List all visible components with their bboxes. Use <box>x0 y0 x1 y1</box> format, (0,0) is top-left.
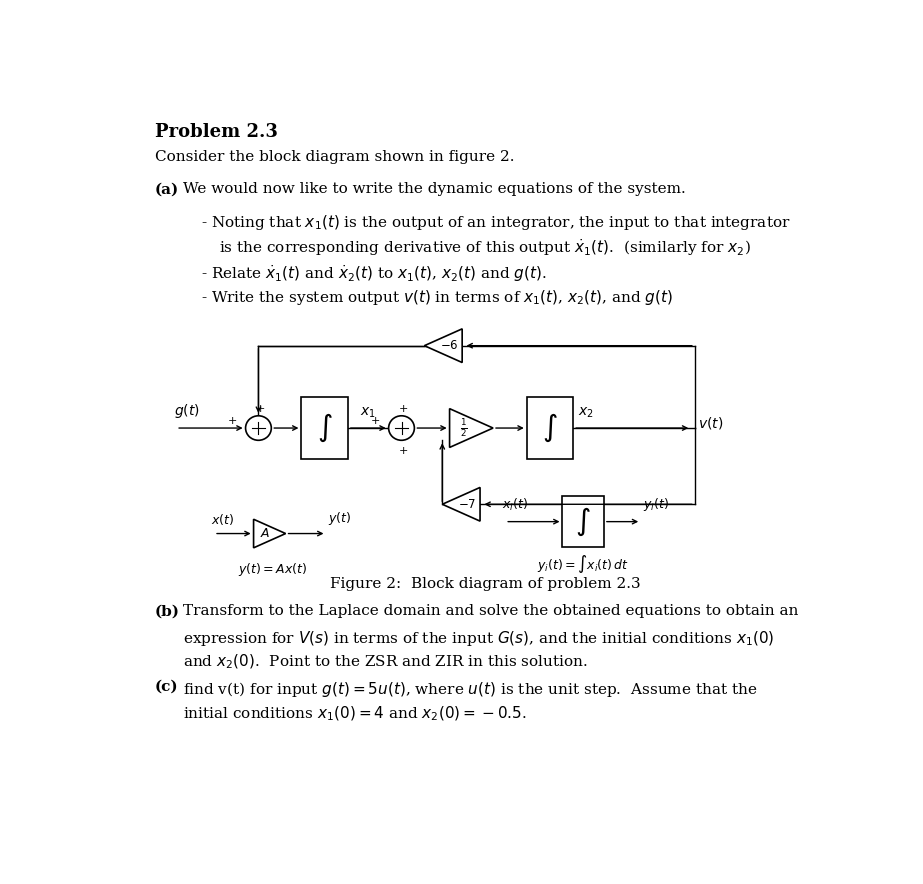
Text: +: + <box>399 404 408 414</box>
Text: $A$: $A$ <box>260 527 270 540</box>
Text: find v(t) for input $g(t) = 5u(t)$, where $u(t)$ is the unit step.  Assume that : find v(t) for input $g(t) = 5u(t)$, wher… <box>184 680 758 699</box>
Text: $v(t)$: $v(t)$ <box>699 415 724 431</box>
Text: - Relate $\dot{x}_1(t)$ and $\dot{x}_2(t)$ to $x_1(t)$, $x_2(t)$ and $g(t)$.: - Relate $\dot{x}_1(t)$ and $\dot{x}_2(t… <box>201 263 547 284</box>
Text: $x_i(t)$: $x_i(t)$ <box>502 498 528 514</box>
Text: (c): (c) <box>155 680 178 694</box>
Text: (b): (b) <box>155 605 180 618</box>
Text: $y_i(t) = \int x_i(t)\,dt$: $y_i(t) = \int x_i(t)\,dt$ <box>537 552 629 575</box>
Text: $-6$: $-6$ <box>440 339 459 352</box>
Text: $\int$: $\int$ <box>575 506 591 537</box>
Circle shape <box>246 415 271 440</box>
Circle shape <box>389 415 414 440</box>
Text: $-7$: $-7$ <box>458 498 476 511</box>
Text: $y(t)$: $y(t)$ <box>328 510 351 527</box>
Text: expression for $V(s)$ in terms of the input $G(s)$, and the initial conditions $: expression for $V(s)$ in terms of the in… <box>184 629 774 648</box>
Text: - Write the system output $v(t)$ in terms of $x_1(t)$, $x_2(t)$, and $g(t)$: - Write the system output $v(t)$ in term… <box>201 288 673 307</box>
Text: $\int$: $\int$ <box>542 412 557 444</box>
Text: $y(t) = Ax(t)$: $y(t) = Ax(t)$ <box>238 560 307 578</box>
Polygon shape <box>254 519 285 548</box>
Text: +: + <box>371 416 380 426</box>
Text: $\int$: $\int$ <box>317 412 332 444</box>
Polygon shape <box>442 487 480 522</box>
Text: +: + <box>256 404 265 414</box>
Polygon shape <box>425 329 462 362</box>
Bar <box>562 496 604 547</box>
Text: $y_i(t)$: $y_i(t)$ <box>642 497 668 514</box>
Text: is the corresponding derivative of this output $\dot{x}_1(t)$.  (similarly for $: is the corresponding derivative of this … <box>219 237 751 258</box>
Text: $x(t)$: $x(t)$ <box>210 512 234 527</box>
Bar <box>527 398 573 459</box>
Text: $x_2$: $x_2$ <box>578 406 594 420</box>
Text: +: + <box>228 416 237 426</box>
Text: +: + <box>399 446 408 456</box>
Text: Consider the block diagram shown in figure 2.: Consider the block diagram shown in figu… <box>155 150 514 164</box>
Text: (a): (a) <box>155 182 179 196</box>
Text: Transform to the Laplace domain and solve the obtained equations to obtain an: Transform to the Laplace domain and solv… <box>184 605 798 618</box>
Text: and $x_2(0)$.  Point to the ZSR and ZIR in this solution.: and $x_2(0)$. Point to the ZSR and ZIR i… <box>184 652 588 671</box>
Bar <box>301 398 348 459</box>
Text: - Noting that $x_1(t)$ is the output of an integrator, the input to that integra: - Noting that $x_1(t)$ is the output of … <box>201 213 791 232</box>
Text: We would now like to write the dynamic equations of the system.: We would now like to write the dynamic e… <box>184 182 686 196</box>
Polygon shape <box>450 408 493 447</box>
Text: initial conditions $x_1(0) = 4$ and $x_2(0) = -0.5$.: initial conditions $x_1(0) = 4$ and $x_2… <box>184 705 527 723</box>
Text: Problem 2.3: Problem 2.3 <box>155 123 278 141</box>
Text: $g(t)$: $g(t)$ <box>174 402 200 420</box>
Text: $\frac{1}{2}$: $\frac{1}{2}$ <box>460 417 468 439</box>
Text: Figure 2:  Block diagram of problem 2.3: Figure 2: Block diagram of problem 2.3 <box>330 577 641 591</box>
Text: $x_1$: $x_1$ <box>360 406 377 420</box>
